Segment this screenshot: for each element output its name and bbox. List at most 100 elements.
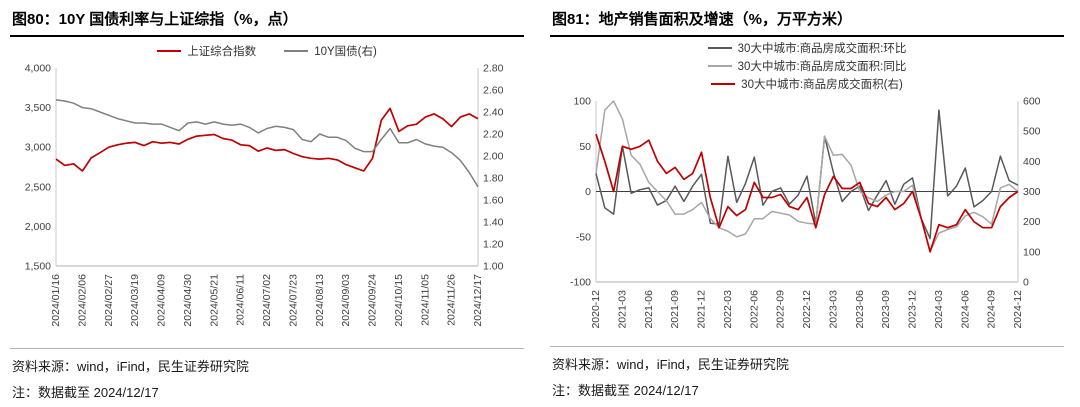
x-tick-label: 2024/11/05 <box>419 274 431 326</box>
x-tick-label: 2024/04/09 <box>156 274 168 327</box>
x-tick-label: 2024-06 <box>959 290 971 329</box>
fig81-footer: 资料来源：wind，iFind，民生证券研究院 注：数据截至 2024/12/1… <box>550 346 1064 401</box>
legend-label: 上证综合指数 <box>187 46 257 58</box>
x-tick-label: 2024/09/03 <box>340 274 352 327</box>
legend-line-marker <box>157 50 182 52</box>
y-right-tick-label: 2.20 <box>483 129 504 141</box>
y-right-tick-label: 1.80 <box>483 173 504 185</box>
y-right-tick-label: 1.00 <box>483 261 504 273</box>
x-tick-label: 2024/11/26 <box>446 274 458 326</box>
legend-label: 30大中城市:商品房成交面积:同比 <box>737 61 907 73</box>
fig81-chart-area: -100 -50 0 50 100 0 100 200 300 400 500 600 2020-12 2… <box>550 92 1064 345</box>
legend-item: 10Y国债(右) <box>284 43 377 59</box>
legend-line-marker <box>707 47 732 49</box>
x-tick-label: 2020-12 <box>590 290 602 329</box>
y-left-tick-label: -100 <box>570 277 591 289</box>
x-tick-label: 2021-09 <box>669 290 681 329</box>
panel-fig80: 图80：10Y 国债利率与上证综指（%，点） 上证综合指数 10Y国债(右) 1,… <box>10 6 524 403</box>
y-right-tick-label: 1.20 <box>483 239 504 251</box>
chart-root: 1,500 2,000 2,500 3,000 3,500 4,000 1.00 1.20 1.… <box>25 63 504 327</box>
x-tick-label: 2024/01/16 <box>50 274 62 327</box>
legend-label: 30大中城市:商品房成交面积(右) <box>741 79 903 91</box>
fig80-chart-area: 1,500 2,000 2,500 3,000 3,500 4,000 1.00 1.20 1.… <box>10 59 524 348</box>
fig80-note: 注：数据截至 2024/12/17 <box>12 385 159 400</box>
fig81-legend: 30大中城市:商品房成交面积:环比 30大中城市:商品房成交面积:同比 30大中城市… <box>550 37 1064 92</box>
series-line-2 <box>595 133 1019 253</box>
x-tick-label: 2024/02/27 <box>103 274 115 327</box>
fig80-footer: 资料来源：wind，iFind，民生证券研究院 注：数据截至 2024/12/1… <box>10 348 524 403</box>
series-line-0 <box>55 107 479 172</box>
y-left-tick-label: 3,500 <box>25 102 51 114</box>
fig80-source: 资料来源：wind，iFind，民生证券研究院 <box>12 359 249 374</box>
y-right-tick-label: 1.60 <box>483 195 504 207</box>
fig80-legend: 上证综合指数 10Y国债(右) <box>10 37 524 59</box>
x-tick-label: 2024-12 <box>1012 290 1024 329</box>
x-tick-label: 2024/08/13 <box>314 274 326 327</box>
y-left-tick-label: 3,000 <box>25 142 51 154</box>
legend-line-marker <box>711 83 736 85</box>
legend-line-marker <box>707 65 732 67</box>
legend-label: 30大中城市:商品房成交面积:环比 <box>737 43 907 55</box>
legend-item: 上证综合指数 <box>157 43 256 59</box>
x-tick-label: 2024/05/21 <box>208 274 220 327</box>
y-left-tick-label: 50 <box>579 141 591 153</box>
y-right-tick-label: 2.60 <box>483 85 504 97</box>
x-tick-label: 2024/07/02 <box>261 274 273 327</box>
x-tick-label: 2021-12 <box>696 290 708 329</box>
x-tick-label: 2024/02/06 <box>76 274 88 327</box>
y-right-tick-label: 300 <box>1023 186 1041 198</box>
y-left-tick-label: 1,500 <box>25 261 51 273</box>
x-tick-label: 2024-03 <box>933 290 945 329</box>
x-tick-label: 2022-03 <box>722 290 734 329</box>
y-right-tick-label: 400 <box>1023 156 1041 168</box>
x-tick-label: 2023-09 <box>880 290 892 329</box>
series-line-1 <box>55 99 479 188</box>
y-left-tick-label: 2,000 <box>25 221 51 233</box>
y-right-tick-label: 2.40 <box>483 107 504 119</box>
x-tick-label: 2021-06 <box>643 290 655 329</box>
series-line-0 <box>595 109 1019 240</box>
x-tick-label: 2022-09 <box>775 290 787 329</box>
y-right-tick-label: 1.40 <box>483 217 504 229</box>
x-tick-label: 2024/07/23 <box>287 274 299 327</box>
fig81-note: 注：数据截至 2024/12/17 <box>552 383 699 398</box>
x-tick-label: 2022-06 <box>748 290 760 329</box>
y-right-tick-label: 100 <box>1023 246 1041 258</box>
series-line-1 <box>595 100 1019 252</box>
x-tick-label: 2024/09/24 <box>367 274 379 327</box>
y-left-tick-label: 2,500 <box>25 181 51 193</box>
legend-item: 30大中城市:商品房成交面积(右) <box>711 76 903 92</box>
x-tick-label: 2024/10/15 <box>393 274 405 327</box>
x-tick-label: 2024/03/19 <box>129 274 141 327</box>
y-left-tick-label: -50 <box>576 231 591 243</box>
y-right-tick-label: 500 <box>1023 126 1041 138</box>
y-left-tick-label: 4,000 <box>25 63 51 75</box>
legend-item: 30大中城市:商品房成交面积:同比 <box>707 58 907 74</box>
fig81-chart-svg: -100 -50 0 50 100 0 100 200 300 400 500 600 2020-12 2… <box>570 96 1041 329</box>
y-right-tick-label: 2.00 <box>483 151 504 163</box>
x-tick-label: 2024-09 <box>986 290 998 329</box>
fig81-source: 资料来源：wind，iFind，民生证券研究院 <box>552 357 789 372</box>
x-tick-label: 2021-03 <box>616 290 628 329</box>
legend-label: 10Y国债(右) <box>314 46 377 58</box>
x-tick-label: 2024/04/30 <box>182 274 194 327</box>
y-left-tick-label: 0 <box>585 186 591 198</box>
x-tick-label: 2023-06 <box>854 290 866 329</box>
x-tick-label: 2023-12 <box>907 290 919 329</box>
y-right-tick-label: 600 <box>1023 96 1041 108</box>
legend-line-marker <box>284 50 309 52</box>
y-right-tick-label: 200 <box>1023 216 1041 228</box>
y-right-tick-label: 2.80 <box>483 63 504 75</box>
fig80-chart-svg: 1,500 2,000 2,500 3,000 3,500 4,000 1.00 1.20 1.… <box>25 63 504 327</box>
panel-fig81: 图81：地产销售面积及增速（%，万平方米） 30大中城市:商品房成交面积:环比 3… <box>540 0 1080 407</box>
fig81-title: 图81：地产销售面积及增速（%，万平方米） <box>550 6 1064 37</box>
x-tick-label: 2024/06/11 <box>235 274 247 326</box>
y-right-tick-label: 0 <box>1023 277 1029 289</box>
legend-item: 30大中城市:商品房成交面积:环比 <box>707 40 907 56</box>
x-tick-label: 2023-03 <box>827 290 839 329</box>
y-left-tick-label: 100 <box>573 96 591 108</box>
fig80-title: 图80：10Y 国债利率与上证综指（%，点） <box>10 6 524 37</box>
x-tick-label: 2022-12 <box>801 290 813 329</box>
chart-root: -100 -50 0 50 100 0 100 200 300 400 500 600 2020-12 2… <box>570 96 1041 329</box>
